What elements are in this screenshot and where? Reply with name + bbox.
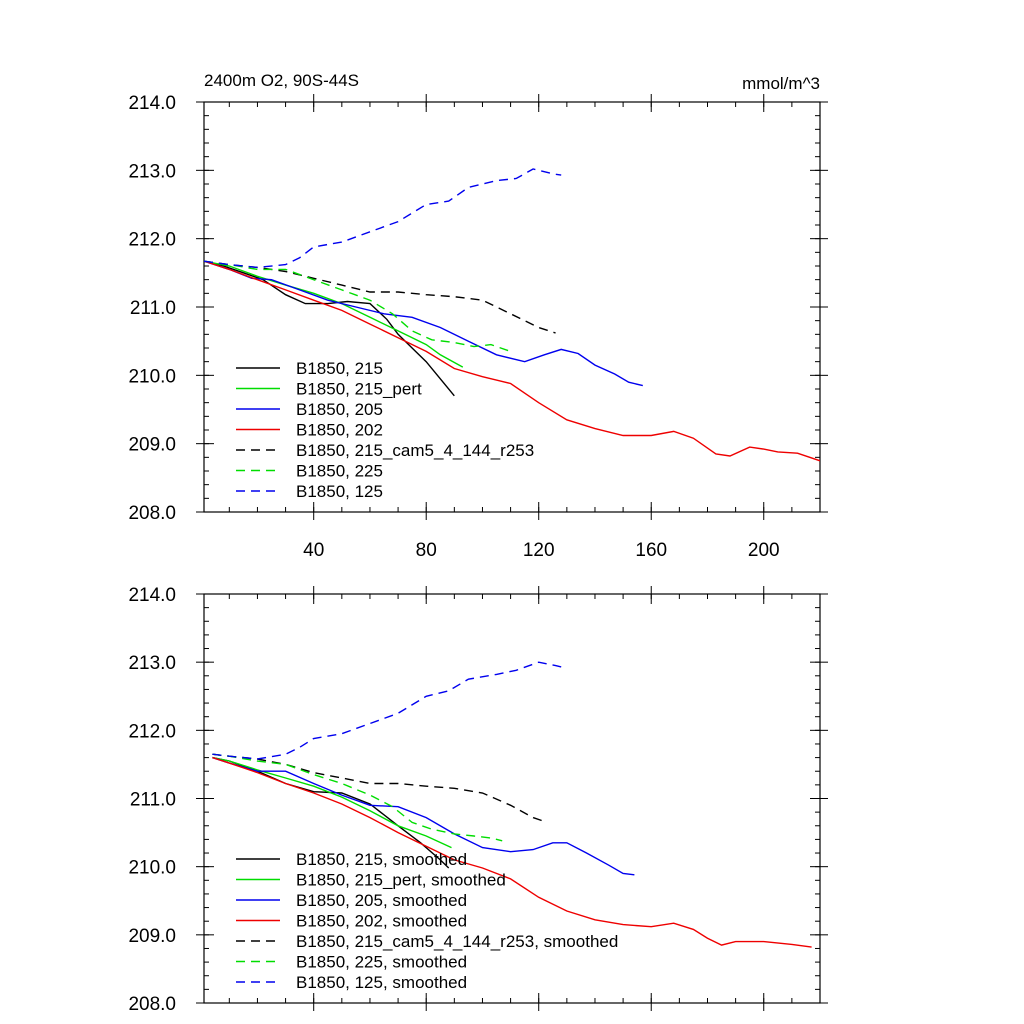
legend-label: B1850, 215	[296, 359, 383, 378]
x-tick-label: 200	[748, 540, 780, 561]
y-tick-label: 208.0	[128, 503, 176, 524]
series-line-4	[212, 753, 548, 824]
y-tick-label: 213.0	[128, 653, 176, 674]
legend-label: B1850, 215_cam5_4_144_r253	[296, 441, 534, 460]
legend-label: B1850, 125	[296, 482, 383, 501]
series-line-3	[204, 260, 820, 462]
y-tick-label: 211.0	[130, 790, 176, 811]
series-line-4	[204, 260, 556, 334]
series-line-2	[204, 260, 643, 387]
legend-label: B1850, 225, smoothed	[296, 953, 467, 972]
legend-label: B1850, 202	[296, 421, 383, 440]
x-tick-label: 160	[635, 540, 667, 561]
legend-label: B1850, 225	[296, 462, 383, 481]
y-tick-label: 213.0	[128, 161, 176, 182]
legend-label: B1850, 215_pert	[296, 380, 422, 399]
y-tick-label: 210.0	[128, 366, 176, 387]
series-line-1	[204, 260, 464, 368]
series-line-0	[204, 260, 455, 397]
y-tick-label: 208.0	[128, 994, 176, 1015]
chart-title: 2400m O2, 90S-44S	[204, 71, 359, 90]
x-tick-label: 120	[523, 540, 555, 561]
x-tick-label: 80	[416, 540, 437, 561]
y-tick-label: 210.0	[128, 858, 176, 879]
series-line-3	[212, 756, 812, 948]
legend-label: B1850, 215_cam5_4_144_r253, smoothed	[296, 932, 618, 951]
bottom-panel: 208.0 209.0 210.0 211.0 212.0 213.0 214.0 B1850…	[128, 585, 828, 1015]
y-tick-label: 212.0	[128, 721, 176, 742]
legend-label: B1850, 215, smoothed	[296, 850, 467, 869]
y-tick-label: 209.0	[128, 435, 176, 456]
x-tick-label: 40	[303, 540, 324, 561]
series-line-1	[212, 756, 452, 849]
y-tick-label: 211.0	[130, 298, 176, 319]
series-line-5	[212, 753, 503, 842]
series-line-5	[204, 260, 511, 353]
units-label: mmol/m^3	[742, 74, 820, 93]
top-panel: 2400m O2, 90S-44S mmol/m^3 208.0 209.0 210.0…	[128, 71, 828, 561]
legend-label: B1850, 205, smoothed	[296, 891, 467, 910]
legend-label: B1850, 205	[296, 400, 383, 419]
y-tick-label: 214.0	[128, 93, 176, 114]
y-tick-label: 209.0	[128, 926, 176, 947]
series-line-6	[204, 168, 562, 269]
y-tick-label: 214.0	[128, 585, 176, 606]
y-tick-label: 212.0	[128, 230, 176, 251]
legend-label: B1850, 215_pert, smoothed	[296, 871, 506, 890]
legend-label: B1850, 125, smoothed	[296, 973, 467, 992]
legend-label: B1850, 202, smoothed	[296, 912, 467, 931]
series-line-6	[212, 661, 562, 760]
